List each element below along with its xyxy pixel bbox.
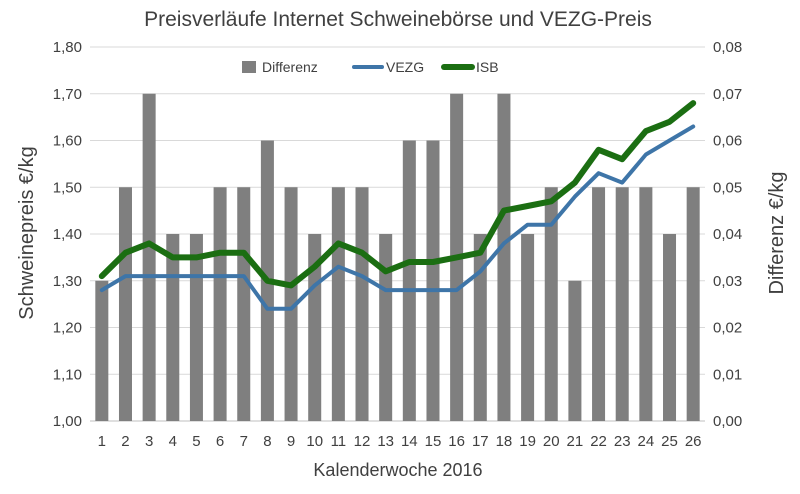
bar-differenz [592,187,606,421]
y2-tick-label: 0,02 [713,320,742,337]
y2-tick-label: 0,01 [713,366,742,383]
x-tick-label: 23 [614,433,631,450]
bar-differenz [95,280,109,421]
x-tick-label: 8 [263,433,271,450]
y2-tick-label: 0,05 [713,179,742,196]
bar-differenz [166,234,180,421]
x-tick-label: 4 [169,433,177,450]
bar-differenz [639,187,653,421]
right-axis-ticks: 0,00 0,01 0,02 0,03 0,04 0,05 0,06 0,07 0,08 [713,39,742,430]
legend-swatch [242,61,256,73]
chart-title: Preisverläufe Internet Schweinebörse und… [144,8,652,31]
y2-tick-label: 0,06 [713,133,742,150]
legend-label: VEZG [386,59,424,75]
x-axis-ticks: 1 2 3 4 5 6 7 8 9 10 11 12 13 14 15 16 17 18 19 20 21 22 23 24 2… [98,433,702,450]
bar-differenz [521,234,535,421]
bar-series-differenz [95,93,700,421]
x-tick-label: 26 [685,433,702,450]
x-tick-label: 14 [401,433,418,450]
x-tick-label: 16 [448,433,465,450]
x-tick-label: 1 [98,433,106,450]
y-tick-label: 1,60 [53,133,82,150]
bar-differenz [284,187,298,421]
bar-differenz [497,93,511,421]
bar-differenz [686,187,700,421]
x-tick-label: 7 [240,433,248,450]
y-tick-label: 1,10 [53,366,82,383]
bar-differenz [544,187,558,421]
line-vezg [99,124,696,311]
left-axis-ticks: 1,00 1,10 1,20 1,30 1,40 1,50 1,60 1,70 1,80 [53,39,82,430]
x-tick-label: 13 [377,433,394,450]
x-tick-label: 25 [661,433,678,450]
bar-differenz [118,187,132,421]
y-axis-label: Schweinepreis €/kg [16,146,38,319]
bar-differenz [142,93,156,421]
y2-tick-label: 0,03 [713,273,742,290]
x-tick-label: 24 [638,433,655,450]
y2-tick-label: 0,04 [713,226,742,243]
line-series [98,100,697,311]
bar-differenz [237,187,251,421]
bar-differenz [331,187,345,421]
y-tick-label: 1,30 [53,273,82,290]
y-tick-label: 1,20 [53,320,82,337]
x-tick-label: 11 [331,433,347,450]
bar-differenz [355,187,369,421]
bar-differenz [473,234,487,421]
x-tick-label: 15 [425,433,442,450]
x-tick-label: 3 [145,433,153,450]
y-tick-label: 1,80 [53,39,82,56]
x-tick-label: 10 [306,433,323,450]
x-tick-label: 20 [543,433,560,450]
x-tick-label: 19 [519,433,536,450]
bar-differenz [615,187,629,421]
x-tick-label: 2 [121,433,129,450]
bar-differenz [402,140,416,421]
y-tick-label: 1,50 [53,179,82,196]
line-isb [98,100,697,289]
x-tick-label: 18 [496,433,513,450]
x-tick-label: 12 [354,433,371,450]
bar-differenz [568,280,582,421]
gridlines [90,46,705,422]
bar-differenz [663,234,677,421]
x-tick-label: 21 [567,433,584,450]
legend-label: ISB [476,59,499,75]
y-tick-label: 1,00 [53,413,82,430]
legend-label: Differenz [262,59,318,75]
bar-differenz [379,234,393,421]
bar-differenz [213,187,227,421]
x-tick-label: 17 [472,433,489,450]
y2-tick-label: 0,00 [713,413,742,430]
y-tick-label: 1,40 [53,226,82,243]
x-tick-label: 9 [287,433,295,450]
y-tick-label: 1,70 [53,86,82,103]
bar-differenz [426,140,440,421]
bar-differenz [189,234,203,421]
legend: Differenz VEZG ISB [242,59,499,75]
x-axis-label: Kalenderwoche 2016 [313,460,482,480]
y2-tick-label: 0,07 [713,86,742,103]
x-tick-label: 5 [192,433,200,450]
y2-tick-label: 0,08 [713,39,742,56]
x-tick-label: 22 [590,433,607,450]
x-tick-label: 6 [216,433,224,450]
y2-axis-label: Differenz €/kg [766,171,788,294]
